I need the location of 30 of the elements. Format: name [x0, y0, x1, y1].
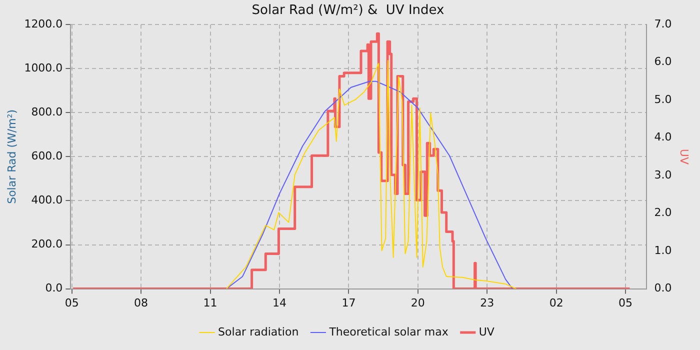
x-tick-label: 11 [203, 296, 218, 310]
y2-tick-label: 5.0 [654, 92, 672, 106]
y-tick-label: 400.0 [31, 194, 63, 207]
legend-label: Theoretical solar max [328, 325, 449, 338]
y-tick-label: 1200.0 [24, 17, 63, 30]
x-tick-label: 05 [64, 296, 79, 310]
y2-tick-label: 0.0 [654, 282, 672, 295]
x-tick-label: 17 [342, 296, 356, 310]
y-axis-title: Solar Rad (W/m²) [5, 109, 18, 204]
y-tick-label: 0.0 [45, 282, 63, 295]
y-tick-label: 200.0 [31, 238, 63, 251]
x-tick-label: 08 [134, 296, 148, 310]
y-tick-label: 600.0 [31, 150, 63, 163]
y2-tick-label: 4.0 [654, 130, 672, 144]
y-tick-label: 1000.0 [24, 61, 63, 74]
y2-tick-label: 2.0 [654, 206, 672, 220]
x-tick-label: 14 [272, 296, 286, 310]
y2-tick-label: 6.0 [654, 55, 672, 68]
legend-label: UV [478, 325, 495, 338]
y2-axis-title: UV [678, 148, 691, 165]
y2-tick-label: 1.0 [654, 244, 672, 257]
x-tick-label: 05 [618, 296, 633, 310]
y2-tick-label: 7.0 [654, 17, 672, 30]
x-tick-label: 23 [480, 296, 494, 310]
x-tick-label: 02 [549, 296, 564, 310]
chart-title: Solar Rad (W/m²) & UV Index [252, 3, 445, 18]
legend-label: Solar radiation [218, 325, 299, 338]
y-tick-label: 800.0 [31, 106, 63, 119]
y2-tick-label: 3.0 [654, 168, 672, 182]
x-tick-label: 20 [410, 296, 425, 310]
